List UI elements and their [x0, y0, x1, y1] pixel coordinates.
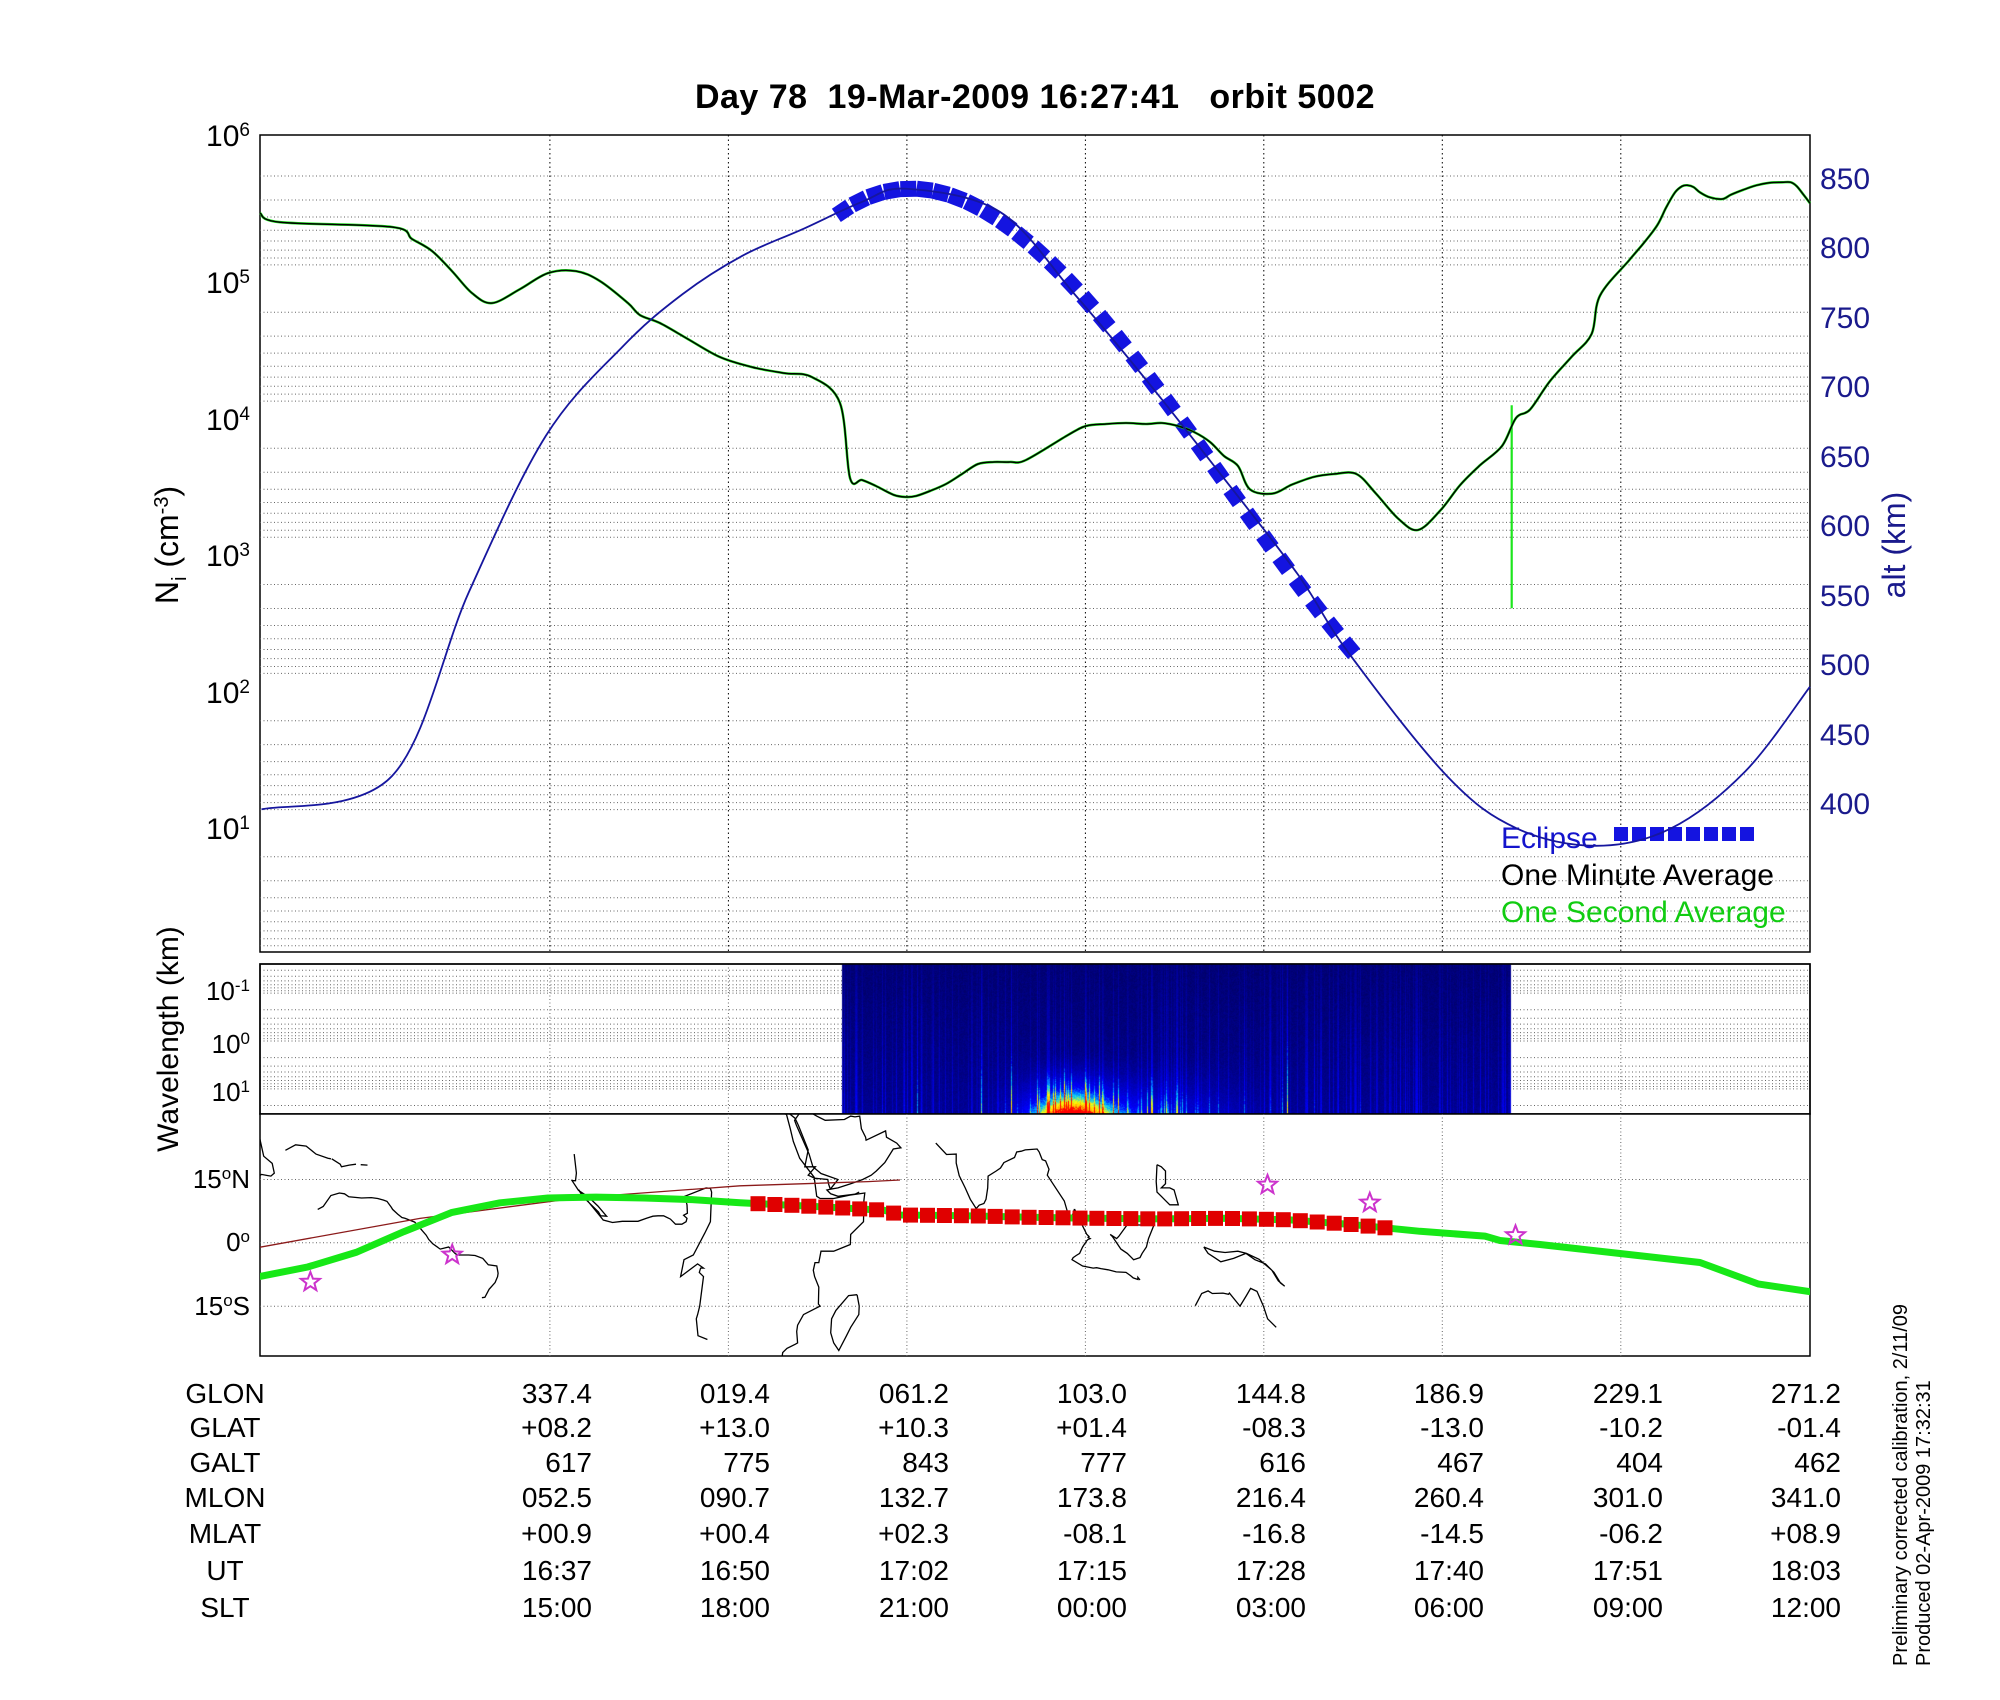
svg-text:+02.3: +02.3: [878, 1518, 949, 1549]
svg-text:MLON: MLON: [185, 1482, 266, 1513]
svg-text:-14.5: -14.5: [1420, 1518, 1484, 1549]
svg-text:-06.2: -06.2: [1599, 1518, 1663, 1549]
svg-text:One Second Average: One Second Average: [1501, 896, 1786, 929]
svg-text:SLT: SLT: [200, 1592, 249, 1623]
svg-text:301.0: 301.0: [1593, 1482, 1663, 1513]
svg-text:132.7: 132.7: [879, 1482, 949, 1513]
svg-text:18:00: 18:00: [700, 1592, 770, 1623]
svg-text:260.4: 260.4: [1414, 1482, 1484, 1513]
svg-text:-13.0: -13.0: [1420, 1412, 1484, 1443]
svg-text:17:51: 17:51: [1593, 1555, 1663, 1586]
svg-text:-08.1: -08.1: [1063, 1518, 1127, 1549]
svg-text:843: 843: [902, 1447, 949, 1478]
svg-text:+00.9: +00.9: [521, 1518, 592, 1549]
svg-text:16:50: 16:50: [700, 1555, 770, 1586]
svg-text:+08.2: +08.2: [521, 1412, 592, 1443]
svg-text:500: 500: [1820, 649, 1870, 682]
svg-text:+13.0: +13.0: [699, 1412, 770, 1443]
svg-text:18:03: 18:03: [1771, 1555, 1841, 1586]
svg-text:15oS: 15oS: [194, 1291, 250, 1321]
svg-text:467: 467: [1437, 1447, 1484, 1478]
svg-text:800: 800: [1820, 232, 1870, 265]
svg-text:052.5: 052.5: [522, 1482, 592, 1513]
svg-text:+10.3: +10.3: [878, 1412, 949, 1443]
svg-text:GLON: GLON: [185, 1378, 264, 1409]
svg-text:750: 750: [1820, 302, 1870, 335]
svg-text:019.4: 019.4: [700, 1378, 770, 1409]
svg-text:229.1: 229.1: [1593, 1378, 1663, 1409]
svg-text:15:00: 15:00: [522, 1592, 592, 1623]
svg-text:775: 775: [723, 1447, 770, 1478]
svg-text:+00.4: +00.4: [699, 1518, 770, 1549]
svg-text:103.0: 103.0: [1057, 1378, 1127, 1409]
svg-text:17:28: 17:28: [1236, 1555, 1306, 1586]
svg-text:Preliminary corrected calibrat: Preliminary corrected calibration, 2/11/…: [1890, 1304, 1912, 1666]
svg-text:03:00: 03:00: [1236, 1592, 1306, 1623]
svg-text:17:02: 17:02: [879, 1555, 949, 1586]
svg-text:216.4: 216.4: [1236, 1482, 1306, 1513]
svg-text:09:00: 09:00: [1593, 1592, 1663, 1623]
svg-text:-01.4: -01.4: [1777, 1412, 1841, 1443]
svg-text:450: 450: [1820, 719, 1870, 752]
svg-text:17:15: 17:15: [1057, 1555, 1127, 1586]
svg-text:Produced 02-Apr-2009 17:32:31: Produced 02-Apr-2009 17:32:31: [1913, 1380, 1935, 1666]
svg-text:Day 78 19-Mar-2009 16:27:41: Day 78 19-Mar-2009 16:27:41 orbit 5002: [695, 78, 1375, 116]
svg-text:16:37: 16:37: [522, 1555, 592, 1586]
svg-text:186.9: 186.9: [1414, 1378, 1484, 1409]
svg-text:404: 404: [1616, 1447, 1663, 1478]
svg-text:+01.4: +01.4: [1056, 1412, 1127, 1443]
svg-text:090.7: 090.7: [700, 1482, 770, 1513]
svg-text:061.2: 061.2: [879, 1378, 949, 1409]
svg-text:462: 462: [1794, 1447, 1841, 1478]
svg-text:GALT: GALT: [189, 1447, 260, 1478]
svg-text:-08.3: -08.3: [1242, 1412, 1306, 1443]
svg-text:173.8: 173.8: [1057, 1482, 1127, 1513]
svg-text:271.2: 271.2: [1771, 1378, 1841, 1409]
svg-text:15oN: 15oN: [193, 1164, 250, 1194]
svg-text:+08.9: +08.9: [1770, 1518, 1841, 1549]
svg-text:17:40: 17:40: [1414, 1555, 1484, 1586]
svg-text:12:00: 12:00: [1771, 1592, 1841, 1623]
svg-text:MLAT: MLAT: [189, 1518, 262, 1549]
svg-text:-10.2: -10.2: [1599, 1412, 1663, 1443]
svg-text:One Minute Average: One Minute Average: [1501, 859, 1774, 892]
svg-text:21:00: 21:00: [879, 1592, 949, 1623]
svg-text:337.4: 337.4: [522, 1378, 592, 1409]
svg-text:06:00: 06:00: [1414, 1592, 1484, 1623]
svg-text:-16.8: -16.8: [1242, 1518, 1306, 1549]
svg-text:Wavelength (km): Wavelength (km): [152, 926, 185, 1152]
svg-text:700: 700: [1820, 371, 1870, 404]
svg-text:341.0: 341.0: [1771, 1482, 1841, 1513]
svg-text:850: 850: [1820, 163, 1870, 196]
svg-text:777: 777: [1080, 1447, 1127, 1478]
svg-text:alt (km): alt (km): [1876, 492, 1912, 599]
svg-text:550: 550: [1820, 580, 1870, 613]
svg-text:400: 400: [1820, 788, 1870, 821]
svg-text:617: 617: [545, 1447, 592, 1478]
svg-text:600: 600: [1820, 510, 1870, 543]
svg-text:00:00: 00:00: [1057, 1592, 1127, 1623]
svg-text:GLAT: GLAT: [189, 1412, 260, 1443]
svg-text:144.8: 144.8: [1236, 1378, 1306, 1409]
svg-text:650: 650: [1820, 441, 1870, 474]
svg-text:616: 616: [1259, 1447, 1306, 1478]
svg-text:UT: UT: [206, 1555, 243, 1586]
